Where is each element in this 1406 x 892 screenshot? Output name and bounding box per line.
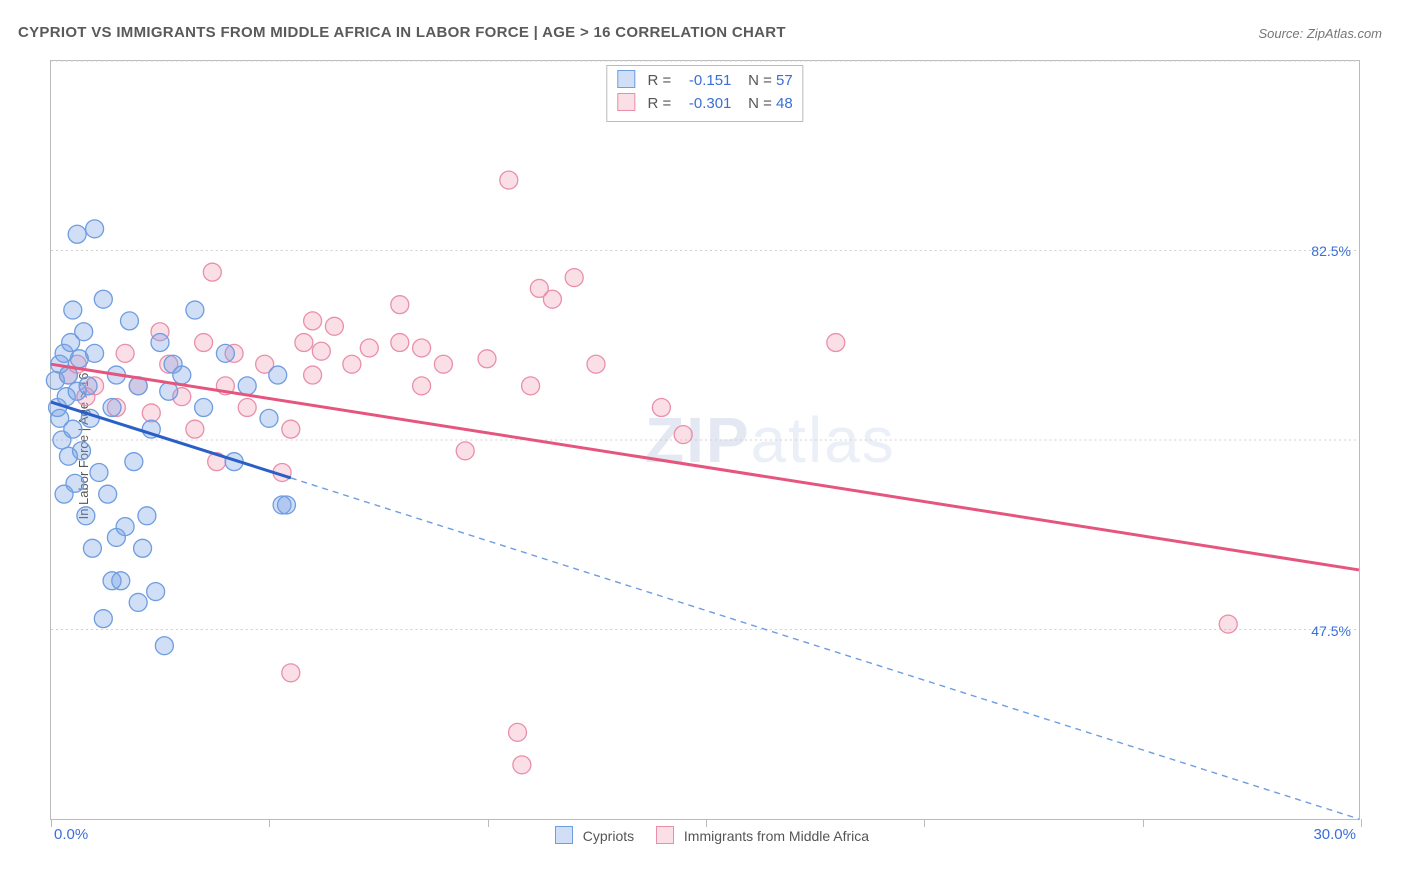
data-point-cypriots	[129, 593, 147, 611]
data-point-cypriots	[75, 323, 93, 341]
data-point-cypriots	[83, 539, 101, 557]
data-point-cypriots	[269, 366, 287, 384]
stats-row-cypriots: R = -0.151 N = 57	[617, 70, 792, 93]
data-point-immigrants	[391, 334, 409, 352]
swatch-immigrants-bottom	[656, 826, 674, 844]
data-point-immigrants	[343, 355, 361, 373]
data-point-cypriots	[86, 344, 104, 362]
data-point-cypriots	[138, 507, 156, 525]
data-point-immigrants	[282, 664, 300, 682]
plot-svg	[51, 61, 1359, 819]
data-point-immigrants	[565, 269, 583, 287]
plot-area: ZIPatlas 47.5%82.5% R = -0.151 N = 57 R …	[50, 60, 1360, 820]
data-point-immigrants	[652, 399, 670, 417]
data-point-immigrants	[500, 171, 518, 189]
data-point-immigrants	[827, 334, 845, 352]
n-label: N =	[748, 72, 772, 89]
data-point-immigrants	[522, 377, 540, 395]
data-point-cypriots	[77, 507, 95, 525]
data-point-immigrants	[513, 756, 531, 774]
data-point-cypriots	[86, 220, 104, 238]
r-label: R =	[647, 72, 671, 89]
data-point-immigrants	[304, 366, 322, 384]
n-value-cypriots: 57	[776, 72, 793, 89]
data-point-cypriots	[216, 344, 234, 362]
data-point-cypriots	[120, 312, 138, 330]
n-label: N =	[748, 95, 772, 112]
data-point-cypriots	[186, 301, 204, 319]
data-point-cypriots	[134, 539, 152, 557]
data-point-immigrants	[391, 296, 409, 314]
correlation-chart: CYPRIOT VS IMMIGRANTS FROM MIDDLE AFRICA…	[0, 0, 1406, 892]
data-point-immigrants	[203, 263, 221, 281]
data-point-immigrants	[238, 399, 256, 417]
r-value-immigrants: -0.301	[675, 93, 731, 116]
trend-line	[51, 364, 1359, 570]
n-value-immigrants: 48	[776, 95, 793, 112]
data-point-immigrants	[142, 404, 160, 422]
y-tick-label: 47.5%	[1311, 623, 1351, 639]
data-point-cypriots	[173, 366, 191, 384]
data-point-immigrants	[509, 723, 527, 741]
r-label: R =	[647, 95, 671, 112]
data-point-cypriots	[68, 225, 86, 243]
legend-label-immigrants: Immigrants from Middle Africa	[684, 828, 869, 844]
stats-row-immigrants: R = -0.301 N = 48	[617, 93, 792, 116]
data-point-cypriots	[151, 334, 169, 352]
data-point-immigrants	[543, 290, 561, 308]
data-point-cypriots	[94, 290, 112, 308]
data-point-cypriots	[90, 464, 108, 482]
data-point-immigrants	[116, 344, 134, 362]
data-point-immigrants	[478, 350, 496, 368]
data-point-immigrants	[360, 339, 378, 357]
data-point-immigrants	[282, 420, 300, 438]
legend-label-cypriots: Cypriots	[583, 828, 634, 844]
data-point-immigrants	[434, 355, 452, 373]
data-point-cypriots	[66, 474, 84, 492]
data-point-cypriots	[103, 399, 121, 417]
data-point-cypriots	[73, 442, 91, 460]
data-point-immigrants	[312, 342, 330, 360]
swatch-cypriots-bottom	[555, 826, 573, 844]
data-point-cypriots	[64, 301, 82, 319]
data-point-cypriots	[99, 485, 117, 503]
data-point-immigrants	[456, 442, 474, 460]
data-point-cypriots	[79, 377, 97, 395]
swatch-cypriots	[617, 70, 635, 88]
trend-line	[291, 478, 1359, 819]
data-point-immigrants	[674, 426, 692, 444]
data-point-immigrants	[587, 355, 605, 373]
data-point-cypriots	[238, 377, 256, 395]
legend-bottom: Cypriots Immigrants from Middle Africa	[0, 826, 1406, 844]
data-point-immigrants	[304, 312, 322, 330]
data-point-cypriots	[103, 572, 121, 590]
data-point-immigrants	[295, 334, 313, 352]
source-attribution: Source: ZipAtlas.com	[1258, 26, 1382, 41]
data-point-cypriots	[64, 420, 82, 438]
data-point-cypriots	[155, 637, 173, 655]
data-point-cypriots	[147, 583, 165, 601]
data-point-immigrants	[1219, 615, 1237, 633]
data-point-immigrants	[325, 317, 343, 335]
swatch-immigrants	[617, 93, 635, 111]
data-point-immigrants	[186, 420, 204, 438]
data-point-cypriots	[195, 399, 213, 417]
stats-legend-box: R = -0.151 N = 57 R = -0.301 N = 48	[606, 65, 803, 122]
data-point-immigrants	[413, 377, 431, 395]
data-point-cypriots	[116, 518, 134, 536]
y-tick-label: 82.5%	[1311, 243, 1351, 259]
data-point-cypriots	[125, 453, 143, 471]
chart-title: CYPRIOT VS IMMIGRANTS FROM MIDDLE AFRICA…	[18, 24, 786, 41]
data-point-immigrants	[413, 339, 431, 357]
data-point-immigrants	[195, 334, 213, 352]
data-point-cypriots	[94, 610, 112, 628]
data-point-cypriots	[277, 496, 295, 514]
data-point-cypriots	[260, 409, 278, 427]
r-value-cypriots: -0.151	[675, 70, 731, 93]
